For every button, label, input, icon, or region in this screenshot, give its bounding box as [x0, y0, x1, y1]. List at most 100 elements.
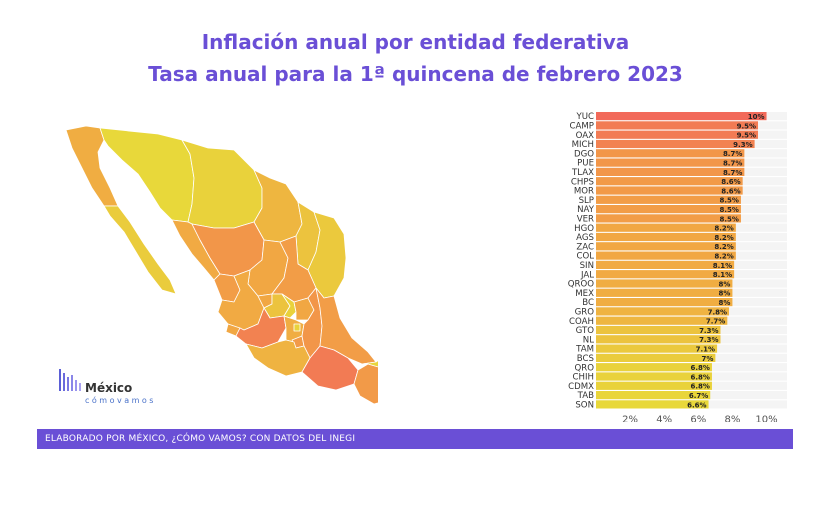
bar: [596, 325, 721, 335]
value-label: 8.2%: [714, 225, 733, 233]
bar: [596, 353, 716, 362]
map-region-cdmx: [293, 323, 301, 332]
bar: [596, 335, 721, 344]
map-region-gro: [245, 339, 311, 377]
bar: [596, 251, 736, 260]
bar: [596, 223, 736, 232]
value-label: 7.8%: [708, 308, 727, 316]
map-region-chps: [353, 363, 378, 405]
footer-credit: ELABORADO POR MÉXICO, ¿CÓMO VAMOS? CON D…: [37, 429, 793, 449]
category-label: JAL: [580, 270, 594, 280]
category-label: MICH: [572, 140, 594, 150]
category-label: GTO: [576, 326, 595, 336]
value-label: 7.3%: [699, 327, 718, 335]
x-tick-label: 10%: [755, 415, 777, 422]
value-label: 8.7%: [723, 169, 742, 177]
x-tick-label: 6%: [690, 415, 706, 422]
category-label: COL: [576, 252, 594, 262]
bar: [596, 298, 733, 307]
map-region-chih: [181, 139, 263, 229]
value-label: 8%: [719, 299, 731, 307]
x-tick-label: 4%: [656, 415, 672, 422]
value-label: 7%: [701, 355, 713, 363]
value-label: 8.7%: [723, 150, 742, 158]
value-label: 8.5%: [720, 206, 739, 214]
value-label: 9.3%: [733, 141, 752, 149]
value-label: 8.7%: [723, 160, 742, 168]
category-label: YUC: [575, 112, 594, 122]
category-label: QROO: [568, 280, 594, 290]
value-label: 8.1%: [713, 262, 732, 270]
bar-group: [596, 112, 787, 409]
category-labels: YUCCAMPOAXMICHDGOPUETLAXCHPSMORSLPNAYVER…: [568, 112, 595, 410]
category-label: NL: [583, 335, 594, 345]
x-tick-label: 8%: [724, 415, 740, 422]
bar: [596, 130, 759, 139]
logo-bars-icon: [59, 369, 81, 391]
bar: [596, 279, 733, 288]
category-label: SLP: [579, 196, 594, 206]
bar: [596, 167, 745, 176]
value-label: 8%: [719, 280, 731, 288]
category-label: MOR: [574, 187, 594, 197]
category-label: SON: [575, 401, 594, 411]
chart-title: Inflación anual por entidad federativa: [201, 30, 630, 54]
category-label: TAB: [577, 391, 594, 401]
category-label: ZAC: [576, 242, 594, 252]
category-label: NAY: [577, 205, 595, 215]
bar: [596, 288, 733, 297]
value-label: 8.2%: [714, 243, 733, 251]
logo-name: México: [85, 381, 133, 395]
bar: [596, 186, 743, 195]
bar: [596, 121, 759, 130]
value-label: 8%: [719, 290, 731, 298]
map-region-bcs: [103, 205, 177, 295]
value-label: 7.7%: [706, 318, 725, 326]
value-label: 8.2%: [714, 253, 733, 261]
mexico-inflation-map: [65, 125, 378, 405]
value-label: 6.8%: [691, 364, 710, 372]
bar: [596, 205, 741, 214]
category-label: CHPS: [571, 177, 594, 187]
value-label: 7.3%: [699, 336, 718, 344]
category-label: PUE: [577, 159, 594, 169]
bar: [596, 270, 735, 279]
bar: [596, 400, 709, 409]
value-labels: 10%9.5%9.5%9.3%8.7%8.7%8.7%8.6%8.6%8.5%8…: [687, 113, 764, 409]
bar: [596, 260, 735, 269]
value-label: 8.2%: [714, 234, 733, 242]
bar: [596, 158, 745, 167]
value-label: 8.6%: [721, 187, 740, 195]
bar: [596, 316, 728, 325]
category-label: OAX: [576, 131, 594, 141]
value-label: 8.6%: [721, 178, 740, 186]
category-label: BC: [582, 298, 594, 308]
value-label: 9.5%: [737, 132, 756, 140]
category-label: TAM: [575, 345, 594, 355]
category-label: SIN: [580, 261, 594, 271]
value-label: 10%: [748, 113, 765, 121]
bar: [596, 363, 712, 372]
value-label: 9.5%: [737, 122, 756, 130]
bar: [596, 139, 755, 149]
bar: [596, 149, 745, 158]
value-label: 8.1%: [713, 271, 732, 279]
category-label: BCS: [577, 354, 594, 364]
chart-subtitle: Tasa anual para la 1ª quincena de febrer…: [148, 62, 683, 86]
bar: [596, 177, 743, 186]
category-label: TLAX: [571, 168, 594, 178]
category-label: MEX: [575, 289, 594, 299]
bar: [596, 372, 712, 381]
x-tick-label: 2%: [622, 415, 638, 422]
x-axis: 2% 4% 6% 8% 10%: [622, 415, 777, 422]
bar: [596, 242, 736, 251]
value-label: 6.8%: [691, 373, 710, 381]
category-label: DGO: [574, 149, 594, 159]
category-label: HGO: [574, 224, 594, 234]
bar: [596, 232, 736, 242]
bar: [596, 214, 741, 223]
category-label: CDMX: [568, 382, 594, 392]
bar: [596, 307, 730, 316]
value-label: 8.5%: [720, 197, 739, 205]
value-label: 6.7%: [689, 392, 708, 400]
